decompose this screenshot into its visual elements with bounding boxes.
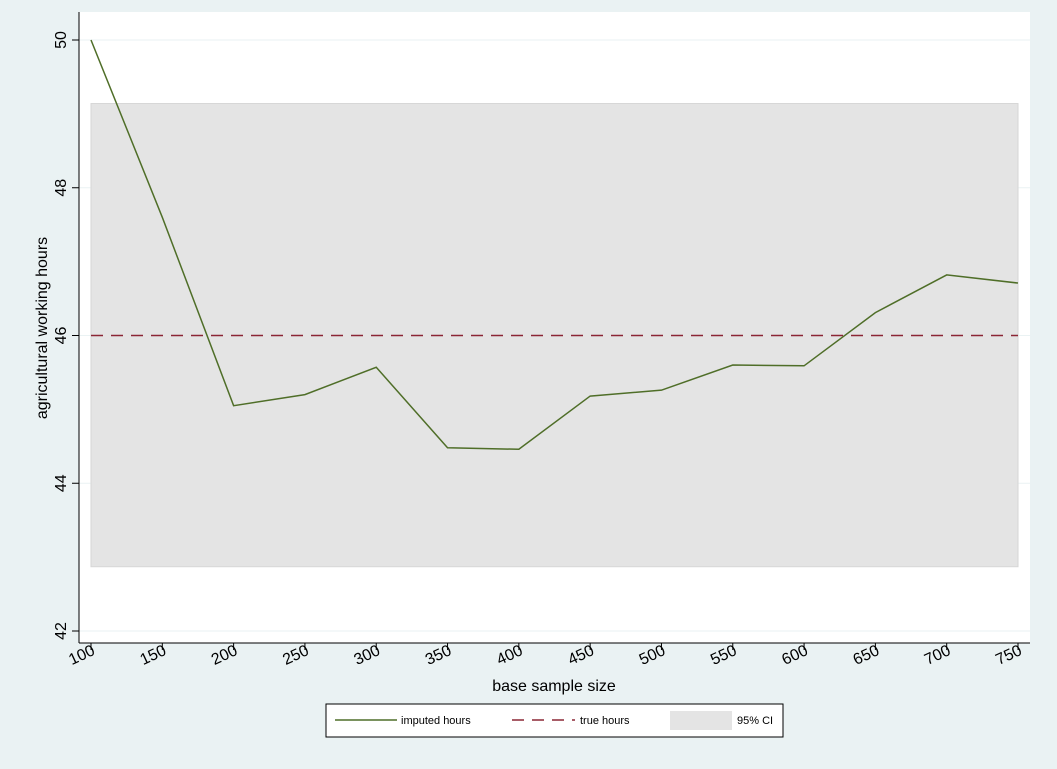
- y-tick-label: 50: [53, 31, 70, 49]
- y-tick-label: 44: [53, 474, 70, 492]
- y-tick-label: 42: [53, 622, 70, 640]
- legend: imputed hours true hours 95% CI: [325, 703, 784, 738]
- y-ticks: 42 44 46 48 50: [53, 31, 79, 640]
- y-axis-title: agricultural working hours: [34, 237, 51, 419]
- x-axis-title: base sample size: [492, 678, 616, 695]
- legend-swatch-ci: [670, 711, 732, 730]
- imputed-hours-line: [90, 39, 1019, 451]
- legend-label-ci: 95% CI: [737, 715, 773, 727]
- y-tick-label: 48: [53, 179, 70, 197]
- y-tick-label: 46: [53, 327, 70, 345]
- legend-label-true-hours: true hours: [580, 715, 630, 727]
- legend-label-imputed-hours: imputed hours: [401, 715, 471, 727]
